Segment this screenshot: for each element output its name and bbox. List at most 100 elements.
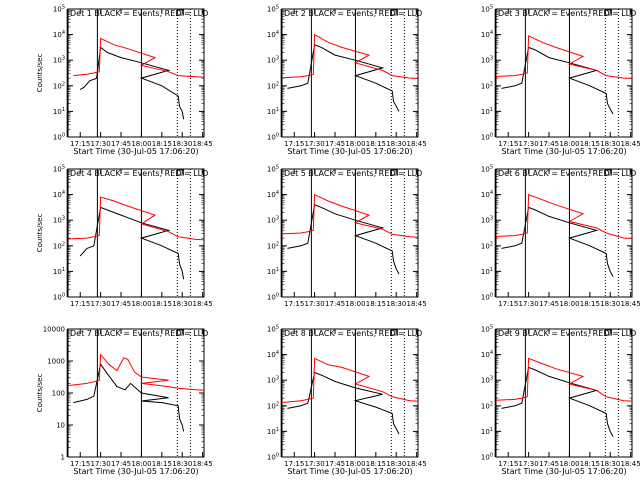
series-events-line bbox=[501, 206, 614, 277]
y-tick-label: 105 bbox=[267, 165, 279, 174]
y-tick-exponent: 4 bbox=[276, 190, 279, 196]
y-tick-exponent: 0 bbox=[490, 133, 493, 139]
x-tick-label: 18:00 bbox=[559, 460, 579, 468]
y-tick-exponent: 3 bbox=[276, 376, 279, 382]
y-tick-label: 105 bbox=[481, 325, 493, 334]
y-tick-label: 103 bbox=[267, 56, 279, 65]
y-tick-exponent: 3 bbox=[62, 216, 65, 222]
marker-square bbox=[391, 329, 399, 336]
x-tick-label: 17:30 bbox=[519, 460, 539, 468]
x-tick-label: 17:15 bbox=[284, 300, 304, 308]
x-axis-label: Start Time (30-Jul-05 17:06:20) bbox=[501, 147, 626, 156]
y-tick-exponent: 2 bbox=[276, 241, 279, 247]
y-tick-label: 102 bbox=[267, 241, 279, 250]
y-tick-exponent: 5 bbox=[276, 165, 279, 171]
y-tick-exponent: 0 bbox=[276, 293, 279, 299]
series-events-line bbox=[73, 362, 185, 432]
y-tick-exponent: 2 bbox=[490, 241, 493, 247]
y-tick-exponent: 3 bbox=[276, 56, 279, 62]
x-tick-label: 18:15 bbox=[152, 460, 172, 468]
y-tick-label: 105 bbox=[481, 5, 493, 14]
y-tick-label: 101 bbox=[267, 267, 279, 276]
y-tick-exponent: 0 bbox=[490, 453, 493, 459]
marker-square bbox=[177, 169, 185, 176]
y-tick-label: 105 bbox=[53, 165, 65, 174]
plot-frame bbox=[67, 328, 205, 458]
y-tick-label: 100 bbox=[481, 133, 493, 142]
panel-title: Det 2 BLACK = Events, RED = LLD bbox=[284, 9, 422, 18]
x-tick-label: 18:00 bbox=[131, 300, 151, 308]
y-tick-label: 100 bbox=[53, 293, 65, 302]
x-tick-label: 18:45 bbox=[407, 460, 427, 468]
y-tick-label: 101 bbox=[481, 427, 493, 436]
series-lld-line bbox=[282, 33, 418, 79]
y-tick-label: 103 bbox=[53, 56, 65, 65]
x-tick-label: 18:30 bbox=[600, 140, 620, 148]
x-tick-label: 17:15 bbox=[498, 140, 518, 148]
y-tick-exponent: 5 bbox=[62, 165, 65, 171]
x-tick-label: 17:45 bbox=[111, 460, 131, 468]
y-tick-label: 104 bbox=[53, 30, 65, 39]
series-events-line bbox=[501, 366, 614, 437]
series-events-line bbox=[79, 46, 185, 120]
marker-square bbox=[605, 9, 613, 16]
x-tick-label: 17:45 bbox=[111, 140, 131, 148]
x-tick-label: 18:45 bbox=[621, 140, 640, 148]
y-tick-exponent: 1 bbox=[276, 427, 279, 433]
x-tick-label: 18:30 bbox=[386, 140, 406, 148]
y-axis-label: Counts/sec bbox=[36, 54, 44, 93]
y-tick-exponent: 3 bbox=[490, 376, 493, 382]
y-tick-exponent: 3 bbox=[490, 216, 493, 222]
y-tick-exponent: 1 bbox=[62, 267, 65, 273]
x-tick-label: 18:15 bbox=[580, 460, 600, 468]
x-axis-label: Start Time (30-Jul-05 17:06:20) bbox=[287, 467, 412, 476]
y-tick-exponent: 5 bbox=[490, 325, 493, 331]
x-tick-label: 17:30 bbox=[305, 140, 325, 148]
panel-title: Det 8 BLACK = Events, RED = LLD bbox=[284, 329, 422, 338]
x-tick-label: 17:45 bbox=[325, 140, 345, 148]
x-tick-label: 18:15 bbox=[580, 300, 600, 308]
y-tick-label: 100 bbox=[53, 133, 65, 142]
x-tick-label: 17:30 bbox=[305, 300, 325, 308]
y-tick-exponent: 4 bbox=[490, 190, 493, 196]
y-tick-exponent: 5 bbox=[62, 5, 65, 11]
series-events-line bbox=[287, 44, 400, 112]
y-tick-exponent: 4 bbox=[490, 30, 493, 36]
series-lld-line bbox=[282, 357, 418, 403]
y-tick-exponent: 3 bbox=[490, 56, 493, 62]
plot-frame bbox=[495, 328, 633, 458]
y-tick-label: 100 bbox=[481, 293, 493, 302]
y-tick-exponent: 4 bbox=[62, 30, 65, 36]
x-tick-label: 17:15 bbox=[498, 460, 518, 468]
marker-square bbox=[391, 169, 399, 176]
series-lld-line bbox=[68, 353, 204, 391]
x-tick-label: 17:45 bbox=[325, 300, 345, 308]
plot-frame bbox=[67, 8, 205, 138]
x-tick-label: 17:45 bbox=[111, 300, 131, 308]
x-axis-label: Start Time (30-Jul-05 17:06:20) bbox=[73, 467, 198, 476]
y-tick-label: 102 bbox=[53, 241, 65, 250]
y-tick-label: 104 bbox=[267, 30, 279, 39]
x-tick-label: 18:45 bbox=[621, 300, 640, 308]
x-tick-label: 18:30 bbox=[386, 460, 406, 468]
x-tick-label: 18:30 bbox=[600, 460, 620, 468]
y-tick-label: 101 bbox=[481, 267, 493, 276]
y-tick-exponent: 2 bbox=[276, 81, 279, 87]
y-tick-exponent: 4 bbox=[490, 350, 493, 356]
panel-title: Det 4 BLACK = Events, RED = LLD bbox=[70, 169, 208, 178]
x-tick-label: 18:30 bbox=[386, 300, 406, 308]
y-tick-exponent: 1 bbox=[62, 107, 65, 113]
y-tick-label: 101 bbox=[53, 107, 65, 116]
x-axis-label: Start Time (30-Jul-05 17:06:20) bbox=[287, 147, 412, 156]
y-tick-exponent: 1 bbox=[490, 107, 493, 113]
marker-square bbox=[605, 169, 613, 176]
y-tick-label: 1000 bbox=[47, 358, 65, 366]
y-tick-exponent: 2 bbox=[62, 81, 65, 87]
y-tick-label: 100 bbox=[267, 453, 279, 462]
y-tick-exponent: 2 bbox=[490, 81, 493, 87]
x-tick-label: 18:30 bbox=[172, 300, 192, 308]
